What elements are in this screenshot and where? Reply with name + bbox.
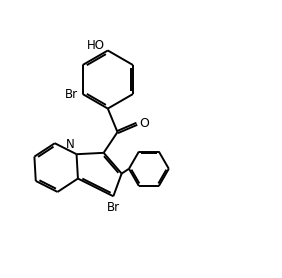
Text: Br: Br <box>65 88 78 101</box>
Text: O: O <box>140 117 149 130</box>
Text: N: N <box>66 138 74 151</box>
Text: HO: HO <box>87 39 105 52</box>
Text: Br: Br <box>107 201 120 214</box>
